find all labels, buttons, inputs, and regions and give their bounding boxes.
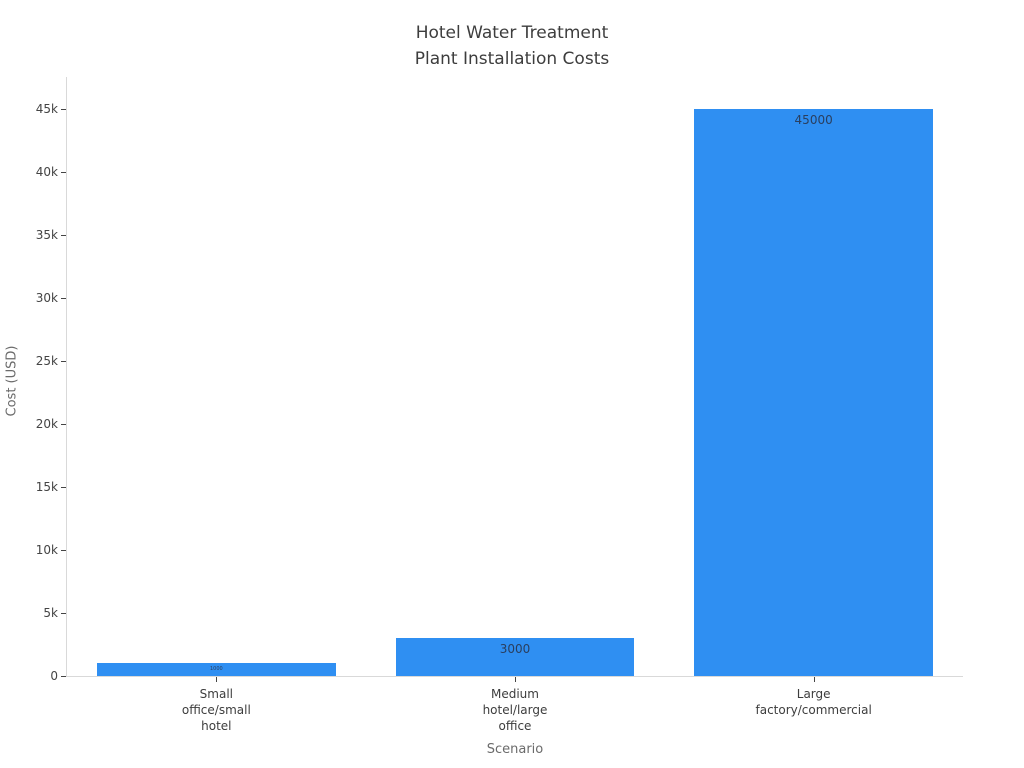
x-axis-tick bbox=[515, 677, 516, 682]
y-axis-tick-label: 35k bbox=[35, 227, 58, 242]
x-axis-tick-label: Large factory/commercial bbox=[755, 687, 872, 717]
y-axis-tick-label: 5k bbox=[43, 605, 58, 620]
chart-title-line-1: Hotel Water Treatment bbox=[415, 23, 609, 43]
x-axis-title: Scenario bbox=[486, 742, 544, 757]
y-axis-tick bbox=[61, 549, 66, 551]
y-axis-tick-label: 0 bbox=[50, 669, 58, 683]
y-axis-tick bbox=[61, 234, 66, 236]
y-axis-tick-label: 15k bbox=[35, 479, 58, 494]
x-axis-tick-label: Small office/small hotel bbox=[181, 687, 251, 733]
y-axis-tick-label: 20k bbox=[35, 416, 58, 431]
y-axis-tick bbox=[61, 676, 66, 677]
x-axis-tick-label: Medium hotel/large office bbox=[482, 687, 548, 733]
bar-value-label: 1000 bbox=[209, 666, 223, 673]
bar bbox=[96, 663, 336, 676]
bar-value-label: 45000 bbox=[794, 112, 833, 127]
x-axis-line bbox=[66, 676, 963, 677]
y-axis-tick-label: 10k bbox=[35, 542, 58, 557]
bar bbox=[694, 108, 934, 676]
x-axis-tick bbox=[216, 677, 218, 682]
y-axis-tick bbox=[61, 423, 66, 425]
y-axis-tick-label: 40k bbox=[35, 164, 58, 179]
y-axis-tick-label: 45k bbox=[35, 101, 58, 116]
y-axis-tick bbox=[61, 486, 66, 488]
bar bbox=[395, 638, 635, 676]
y-axis-tick bbox=[61, 171, 66, 173]
chart-title: Hotel Water Treatment Plant Installation… bbox=[0, 20, 1024, 72]
y-axis-tick bbox=[61, 108, 66, 110]
x-axis-tick bbox=[813, 677, 815, 682]
bar-value-label: 3000 bbox=[499, 642, 531, 657]
y-axis-tick bbox=[61, 612, 66, 614]
y-axis-line bbox=[66, 77, 67, 677]
y-axis-tick-label: 25k bbox=[35, 353, 58, 368]
y-axis-tick bbox=[61, 297, 66, 299]
chart-title-line-2: Plant Installation Costs bbox=[414, 49, 610, 69]
y-axis-tick-label: 30k bbox=[35, 290, 58, 305]
y-axis-tick bbox=[61, 360, 66, 362]
